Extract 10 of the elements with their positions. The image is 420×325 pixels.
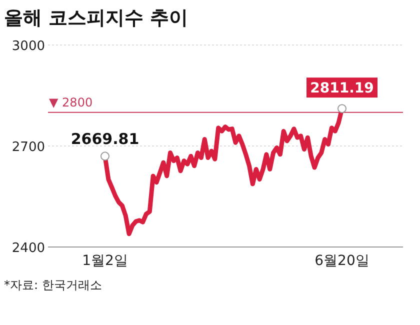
y-tick-label: 3000 [12, 39, 45, 54]
chart-title: 올해 코스피지수 추이 [4, 7, 188, 29]
x-tick-label: 6월20일 [314, 253, 370, 269]
y-tick-label: 2400 [12, 241, 45, 256]
x-tick-label: 1월2일 [82, 253, 128, 269]
data-label: 2669.81 [70, 130, 140, 148]
data-label: 2811.19 [310, 80, 374, 97]
ref-line-label: ▼ 2800 [49, 95, 93, 110]
text: *자료: 한국거래소 [4, 278, 102, 292]
y-tick-label: 2700 [12, 140, 45, 155]
